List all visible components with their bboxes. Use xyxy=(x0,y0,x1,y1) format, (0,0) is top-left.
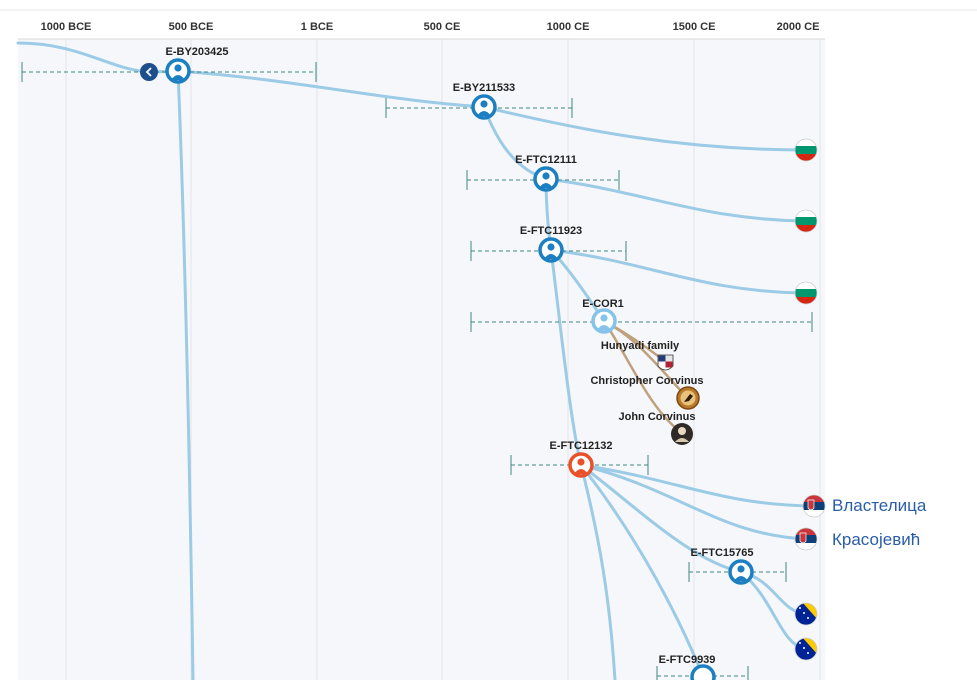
surname-leaf[interactable]: Красојевић xyxy=(794,527,920,551)
person-name[interactable]: Christopher Corvinus xyxy=(590,375,703,387)
node-label[interactable]: E-BY203425 xyxy=(166,46,229,58)
person-name[interactable]: John Corvinus xyxy=(618,411,695,423)
branch-line xyxy=(549,248,808,295)
axis-tick: 1 BCE xyxy=(301,21,333,680)
branch-line xyxy=(176,69,486,109)
haplogroup-node-highlighted[interactable]: E-FTC12132 xyxy=(550,440,613,478)
axis-tick-label: 1500 CE xyxy=(673,21,716,33)
person-link xyxy=(602,319,684,435)
branch-line xyxy=(482,105,808,152)
haplogroup-node[interactable]: E-BY203425 xyxy=(165,46,229,84)
axis-tick: 1000 CE xyxy=(547,21,590,680)
node-label[interactable]: E-FTC11923 xyxy=(520,225,582,237)
branch-line xyxy=(176,69,195,682)
person-christopher-corvinus[interactable]: Christopher Corvinus xyxy=(590,375,704,410)
haplogroup-node[interactable]: E-FTC9939 xyxy=(659,654,716,685)
person-john-corvinus[interactable]: John Corvinus xyxy=(618,411,696,445)
person-silhouette-icon xyxy=(544,243,558,259)
coat-of-arms-icon xyxy=(657,354,674,371)
branch-line xyxy=(579,463,808,541)
person-silhouette-icon xyxy=(477,100,491,116)
person-silhouette-icon xyxy=(574,458,588,474)
axis-tick-label: 2000 CE xyxy=(777,21,820,33)
axis-tick: 2000 CE xyxy=(777,21,821,680)
node-label[interactable]: E-FTC15765 xyxy=(691,547,754,559)
haplogroup-node[interactable]: E-COR1 xyxy=(582,298,624,334)
person-silhouette-icon xyxy=(597,314,611,330)
bosnia-flag-icon xyxy=(794,602,818,626)
branch-line xyxy=(579,463,816,508)
haplogroup-node[interactable]: E-FTC15765 xyxy=(691,547,754,585)
bulgaria-flag-icon xyxy=(794,138,818,162)
portrait-icon xyxy=(671,423,693,445)
serbia-flag-icon xyxy=(802,494,826,518)
haplogroup-node[interactable]: E-FTC12111 xyxy=(515,154,577,192)
person-name[interactable]: Hunyadi family xyxy=(601,340,680,352)
haplogroup-node[interactable]: E-FTC11923 xyxy=(520,225,582,263)
axis-tick-label: 500 CE xyxy=(424,21,461,33)
branch-line xyxy=(579,463,705,678)
node-label[interactable]: E-FTC12132 xyxy=(550,440,613,452)
node-label[interactable]: E-BY211533 xyxy=(453,82,515,94)
time-axis: 1000 BCE 500 BCE 1 BCE 500 CE 1000 CE 15… xyxy=(41,21,821,680)
axis-tick-label: 500 BCE xyxy=(169,21,214,33)
plot-area xyxy=(18,39,825,680)
surname-label[interactable]: Властелица xyxy=(832,496,927,515)
bulgaria-flag-icon xyxy=(794,281,818,305)
person-silhouette-icon xyxy=(171,64,185,80)
branch-line xyxy=(579,463,617,682)
range-caps xyxy=(21,62,813,680)
axis-tick-label: 1 BCE xyxy=(301,21,333,33)
person-hunyadi-family[interactable]: Hunyadi family xyxy=(601,340,680,371)
node-label[interactable]: E-FTC12111 xyxy=(515,154,577,166)
axis-tick-label: 1000 BCE xyxy=(41,21,92,33)
surname-leaf[interactable]: Властелица xyxy=(802,494,927,518)
back-button[interactable] xyxy=(140,63,158,81)
axis-tick: 500 CE xyxy=(424,21,461,680)
chevron-left-icon xyxy=(145,67,152,77)
node-label[interactable]: E-COR1 xyxy=(582,298,624,310)
bosnia-flag-icon xyxy=(794,637,818,661)
branch-line xyxy=(579,463,743,574)
person-silhouette-icon xyxy=(734,565,748,581)
surname-label[interactable]: Красојевић xyxy=(832,530,920,549)
node-label[interactable]: E-FTC9939 xyxy=(659,654,716,666)
bulgaria-flag-icon xyxy=(794,209,818,233)
person-silhouette-icon xyxy=(539,172,553,188)
branch-line xyxy=(544,177,808,223)
branch-line xyxy=(549,248,583,467)
serbia-flag-icon xyxy=(794,527,818,551)
axis-tick: 1000 BCE xyxy=(41,21,92,680)
axis-tick-label: 1000 CE xyxy=(547,21,590,33)
haplogroup-node[interactable]: E-BY211533 xyxy=(453,82,515,120)
raven-emblem-icon xyxy=(676,386,700,410)
